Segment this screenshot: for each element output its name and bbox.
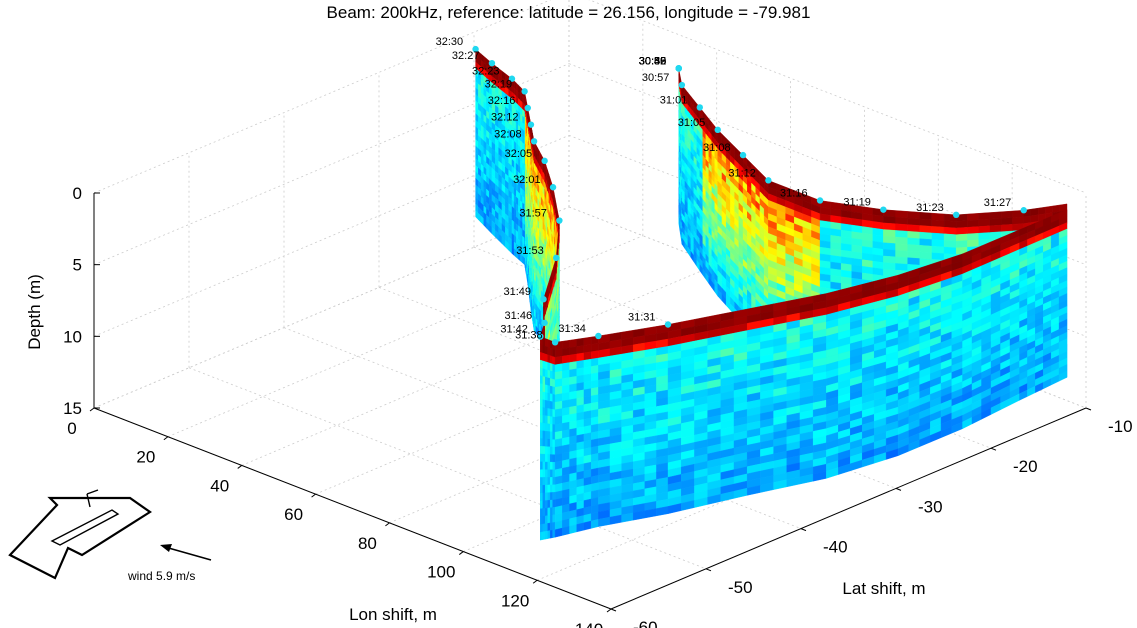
time-marker xyxy=(765,177,772,184)
time-label: 30:42 xyxy=(639,55,667,67)
time-label: 32:27 xyxy=(452,50,480,62)
time-marker xyxy=(521,88,528,95)
chart-title: Beam: 200kHz, reference: latitude = 26.1… xyxy=(326,3,811,22)
x-tick-label: 80 xyxy=(358,534,377,553)
z-tick-label: 10 xyxy=(63,327,82,346)
time-label: 32:23 xyxy=(472,66,500,78)
y-tick-label: -60 xyxy=(633,618,658,628)
time-label: 31:23 xyxy=(916,202,944,214)
time-label: 31:42 xyxy=(500,324,528,336)
time-marker xyxy=(524,104,531,112)
x-tick-label: 60 xyxy=(284,505,303,524)
time-label: 31:27 xyxy=(984,197,1012,209)
x-axis-label: Lon shift, m xyxy=(349,605,437,624)
time-marker xyxy=(472,45,479,53)
time-label: 31:12 xyxy=(728,167,756,179)
time-label: 30:35 xyxy=(639,55,667,67)
time-marker xyxy=(530,138,538,145)
axis-layer xyxy=(89,192,1092,613)
time-label: 31:46 xyxy=(505,310,533,322)
y-tick-label: -10 xyxy=(1108,417,1133,436)
y-tick-label: -50 xyxy=(728,578,753,597)
time-marker xyxy=(714,126,721,134)
time-label: 30:50 xyxy=(639,55,667,67)
time-marker xyxy=(678,81,686,89)
x-tick-label: 100 xyxy=(427,563,455,582)
time-label: 31:38 xyxy=(515,329,543,341)
time-label: 30:46 xyxy=(639,55,667,67)
time-marker xyxy=(488,59,496,67)
y-tick-label: -20 xyxy=(1013,457,1038,476)
x-tick-label: 140 xyxy=(575,620,603,628)
time-label: 31:49 xyxy=(504,286,532,298)
time-marker xyxy=(952,211,960,219)
time-label: 32:16 xyxy=(488,95,516,107)
wind-label: wind 5.9 m/s xyxy=(127,569,195,583)
time-marker xyxy=(549,184,557,191)
time-label: 31:19 xyxy=(843,197,871,209)
time-label: 32:30 xyxy=(436,36,464,48)
time-label: 31:31 xyxy=(628,311,656,323)
time-label: 30:39 xyxy=(639,55,667,67)
y-tick-label: -30 xyxy=(918,497,943,516)
time-marker xyxy=(880,206,887,213)
z-axis-label: Depth (m) xyxy=(25,274,44,350)
time-marker xyxy=(541,157,548,165)
y-axis-label: Lat shift, m xyxy=(842,579,925,598)
time-label: 31:08 xyxy=(703,142,731,154)
x-tick-label: 40 xyxy=(210,476,229,495)
time-marker xyxy=(816,197,824,204)
time-marker xyxy=(675,65,682,72)
time-label: 32:05 xyxy=(505,148,533,160)
z-tick-label: 0 xyxy=(73,184,82,203)
tick-labels: 0 20 40 60 80 100 120 140 -60 -50 -40 -30 -20 -10 0 5 10… xyxy=(63,184,1133,628)
time-label: 32:12 xyxy=(491,112,519,124)
time-marker xyxy=(527,121,535,128)
time-label: 31:16 xyxy=(780,187,808,199)
time-marker xyxy=(696,104,703,111)
boat-arrow-icon xyxy=(8,489,152,580)
x-tick-label: 120 xyxy=(501,591,529,610)
z-tick-label: 5 xyxy=(73,256,82,275)
time-label: 31:01 xyxy=(660,94,688,106)
time-marker xyxy=(537,333,544,340)
time-marker xyxy=(541,319,548,326)
time-label: 30:57 xyxy=(642,72,670,84)
wind-arrow-icon xyxy=(160,544,212,561)
time-label: 32:01 xyxy=(513,174,541,186)
time-marker xyxy=(664,321,672,328)
time-marker xyxy=(551,339,559,346)
echogram-curtain xyxy=(475,48,1068,541)
time-marker xyxy=(556,217,563,224)
time-marker xyxy=(540,296,547,303)
time-marker xyxy=(553,254,560,262)
x-tick-label: 20 xyxy=(136,448,155,467)
x-tick-label: 0 xyxy=(67,419,76,438)
time-marker xyxy=(508,75,516,82)
y-tick-label: -40 xyxy=(823,538,848,557)
time-label: 31:57 xyxy=(519,208,547,220)
time-label: 31:34 xyxy=(558,323,586,335)
time-label: 32:08 xyxy=(494,128,522,140)
time-label: 31:05 xyxy=(678,117,706,129)
time-marker xyxy=(1020,207,1027,214)
time-label: 31:53 xyxy=(516,245,544,257)
time-label: 32:19 xyxy=(485,78,513,90)
z-tick-label: 15 xyxy=(63,399,82,418)
time-marker xyxy=(739,151,747,159)
time-marker xyxy=(595,332,602,340)
time-label: 30:53 xyxy=(639,55,667,67)
